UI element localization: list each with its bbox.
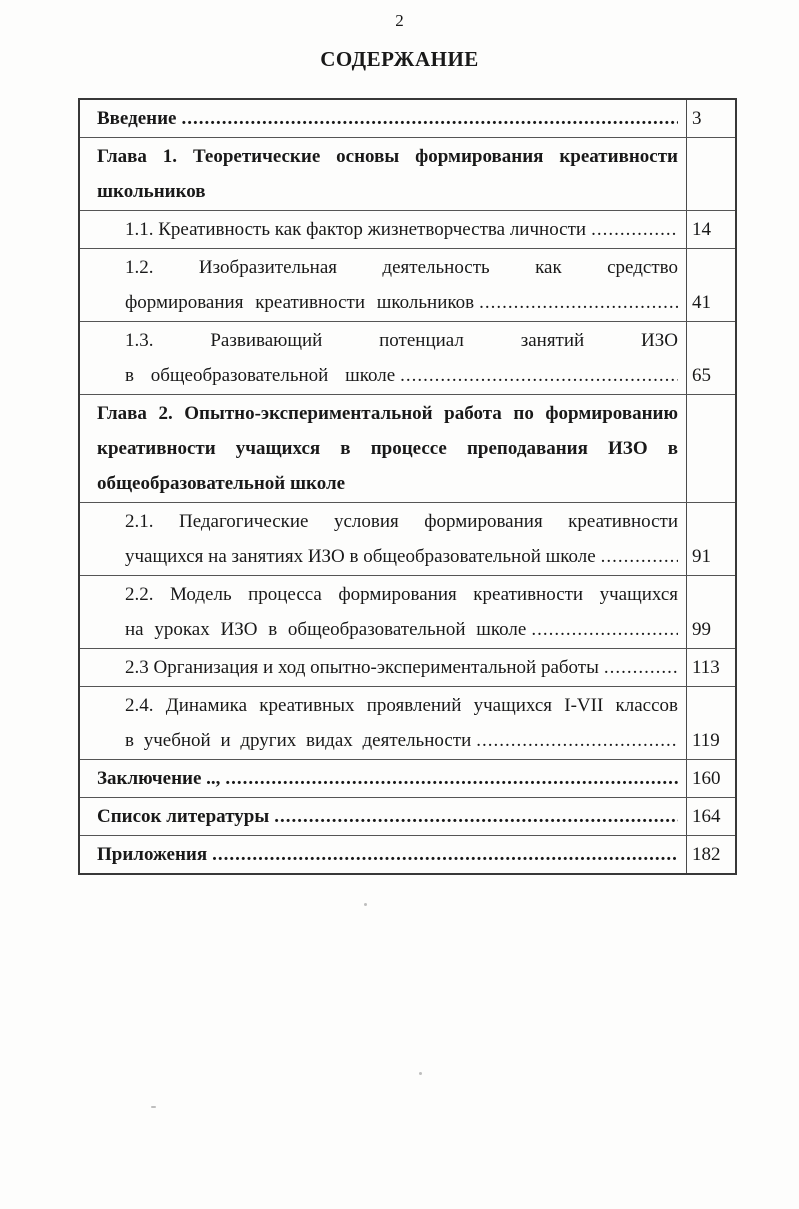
dot-leader: ........................................… (212, 844, 678, 865)
dot-leader: ........................................… (591, 219, 678, 240)
toc-entry-line: 2.3 Организация и ход опытно-эксперимент… (125, 650, 678, 685)
toc-page-number: 160 (686, 760, 735, 797)
toc-entry-title: 2.2. Модель процесса формирования креати… (80, 576, 686, 648)
toc-entry-line: креативности учащихся в процессе препода… (97, 438, 678, 459)
toc-entry-line: в общеобразовательной школе.............… (125, 358, 678, 393)
toc-entry-title: 1.2. Изобразительная деятельность как ср… (80, 249, 686, 321)
scan-speck (364, 903, 367, 906)
toc-entry-line: Введение................................… (97, 101, 678, 136)
toc-row: 1.3. Развивающий потенциал занятий ИЗО в … (80, 322, 735, 395)
toc-entry-title: Глава 1. Теоретические основы формирован… (80, 138, 686, 210)
toc-row: 2.2. Модель процесса формирования креати… (80, 576, 735, 649)
toc-entry-line: школьников (97, 181, 206, 202)
toc-row: 2.1. Педагогические условия формирования… (80, 503, 735, 576)
toc-page-number: 14 (686, 211, 735, 248)
toc-row: 1.1. Креативность как фактор жизнетворче… (80, 211, 735, 249)
toc-entry-line: Глава 1. Теоретические основы формирован… (97, 146, 678, 167)
scan-speck (151, 1106, 156, 1108)
page-title: СОДЕРЖАНИЕ (320, 47, 479, 71)
toc-entry-line: Глава 2. Опытно-экспериментальной работа… (97, 403, 678, 424)
toc-entry-title: Введение................................… (80, 100, 686, 137)
scan-speck (419, 1072, 422, 1075)
dot-leader: ........................................… (225, 768, 678, 789)
toc-table: Введение................................… (78, 98, 737, 875)
toc-entry-title: 2.4. Динамика креативных проявлений учащ… (80, 687, 686, 759)
page-number: 2 (395, 11, 404, 30)
toc-entry-line: на уроках ИЗО в общеобразовательной школ… (125, 612, 678, 647)
toc-entry-line: 1.3. Развивающий потенциал занятий ИЗО (125, 330, 678, 351)
toc-entry-line: Список литературы.......................… (97, 799, 678, 834)
toc-entry-title: Глава 2. Опытно-экспериментальной работа… (80, 395, 686, 502)
toc-entry-line: 1.1. Креативность как фактор жизнетворче… (125, 212, 678, 247)
toc-entry-title: 2.1. Педагогические условия формирования… (80, 503, 686, 575)
dot-leader: ........................................… (181, 108, 679, 129)
toc-page-number: 41 (686, 249, 735, 321)
toc-entry-line: в учебной и других видах деятельности...… (125, 723, 678, 758)
toc-row: Глава 2. Опытно-экспериментальной работа… (80, 395, 735, 503)
toc-page-number: 65 (686, 322, 735, 394)
toc-entry-line: Заключение ..,..........................… (97, 761, 678, 796)
toc-entry-line: учащихся на занятиях ИЗО в общеобразоват… (125, 539, 678, 574)
toc-page-number: 91 (686, 503, 735, 575)
toc-row: Приложения..............................… (80, 836, 735, 873)
toc-entry-line: 2.1. Педагогические условия формирования… (125, 511, 678, 532)
toc-entry-line: 2.2. Модель процесса формирования креати… (125, 584, 678, 605)
toc-row: Глава 1. Теоретические основы формирован… (80, 138, 735, 211)
toc-entry-title: Список литературы.......................… (80, 798, 686, 835)
dot-leader: ........................................… (600, 546, 678, 567)
toc-entry-title: 2.3 Организация и ход опытно-эксперимент… (80, 649, 686, 686)
toc-page-number: 164 (686, 798, 735, 835)
toc-row: Список литературы.......................… (80, 798, 735, 836)
dot-leader: ........................................… (531, 619, 678, 640)
toc-page-number (686, 395, 735, 502)
dot-leader: ........................................… (603, 657, 678, 678)
toc-page-number (686, 138, 735, 210)
toc-entry-title: Приложения..............................… (80, 836, 686, 873)
toc-page-number: 99 (686, 576, 735, 648)
toc-entry-title: 1.1. Креативность как фактор жизнетворче… (80, 211, 686, 248)
toc-entry-title: Заключение ..,..........................… (80, 760, 686, 797)
toc-entry-line: 2.4. Динамика креативных проявлений учащ… (125, 695, 678, 716)
dot-leader: ........................................… (274, 806, 678, 827)
toc-row: Введение................................… (80, 100, 735, 138)
toc-entry-line: общеобразовательной школе (97, 473, 346, 494)
toc-row: 2.3 Организация и ход опытно-эксперимент… (80, 649, 735, 687)
dot-leader: ........................................… (476, 730, 678, 751)
toc-row: 2.4. Динамика креативных проявлений учащ… (80, 687, 735, 760)
toc-page-number: 113 (686, 649, 735, 686)
toc-page-number: 3 (686, 100, 735, 137)
toc-page-number: 119 (686, 687, 735, 759)
toc-row: Заключение ..,..........................… (80, 760, 735, 798)
toc-entry-line: формирования креативности школьников....… (125, 285, 678, 320)
toc-page-number: 182 (686, 836, 735, 873)
toc-entry-line: Приложения..............................… (97, 837, 678, 872)
toc-entry-line: 1.2. Изобразительная деятельность как ср… (125, 257, 678, 278)
dot-leader: ........................................… (479, 292, 678, 313)
dot-leader: ........................................… (400, 365, 678, 386)
toc-entry-title: 1.3. Развивающий потенциал занятий ИЗО в … (80, 322, 686, 394)
toc-row: 1.2. Изобразительная деятельность как ср… (80, 249, 735, 322)
